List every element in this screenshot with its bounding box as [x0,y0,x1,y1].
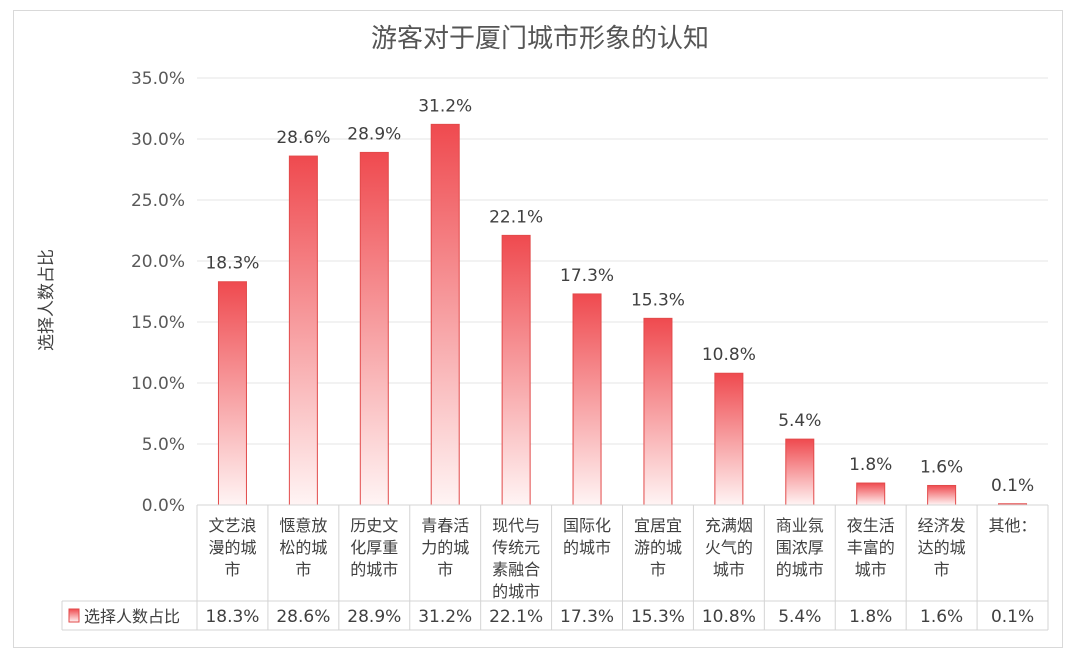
bars [217,123,1028,506]
table-value: 28.9% [347,607,401,627]
table-value: 10.8% [702,607,756,627]
bar [288,155,318,506]
category-label: 宜居宜游的城市 [634,516,682,579]
data-labels: 18.3% 28.6% 28.9% 31.2% 22.1% 17.3% 15.3% 10.8%… [205,96,1034,495]
data-label: 28.9% [347,124,401,144]
y-tick-label: 15.0% [131,313,185,333]
table-value: 1.6% [920,607,963,627]
data-label: 1.8% [849,455,892,475]
bar [643,317,673,506]
data-label: 5.4% [778,411,821,431]
category-label: 惬意放松的城市 [279,516,327,579]
table-value: 0.1% [991,607,1034,627]
data-label: 15.3% [631,290,685,310]
y-tick-label: 30.0% [131,130,185,150]
data-table: 文艺浪漫的城市 18.3% 惬意放松的城市 28.6% 历史文化厚重的城市 28.9% 青春… [61,504,1049,631]
y-tick-label: 25.0% [131,191,185,211]
y-tick-label: 35.0% [131,69,185,89]
category-label: 其他： [989,516,1037,535]
category-label: 历史文化厚重的城市 [350,516,398,579]
data-label: 10.8% [702,345,756,365]
legend-series-name: 选择人数占比 [84,607,180,626]
category-label: 夜生活丰富的城市 [847,516,895,579]
data-label: 28.6% [276,128,330,148]
chart-title: 游客对于厦门城市形象的认知 [371,24,709,54]
legend-swatch [68,608,80,623]
category-label: 经济发达的城市 [918,516,966,579]
table-value: 22.1% [489,607,543,627]
category-label: 青春活力的城市 [421,516,469,579]
y-tick-label: 5.0% [142,435,185,455]
bar [785,438,815,506]
bar [856,482,886,506]
data-label: 22.1% [489,207,543,227]
category-label: 商业氛围浓厚的城市 [776,516,824,579]
bar [359,151,389,506]
y-tick-label: 0.0% [142,496,185,516]
data-label: 17.3% [560,266,614,286]
bar [927,484,957,506]
table-value: 17.3% [560,607,614,627]
y-tick-label: 20.0% [131,252,185,272]
data-label: 31.2% [418,96,472,116]
category-label: 现代与传统元素融合的城市 [492,516,540,601]
y-tick-label: 10.0% [131,374,185,394]
table-value: 31.2% [418,607,472,627]
bar [714,372,744,506]
bar [501,234,531,506]
data-label: 0.1% [991,476,1034,496]
table-value: 28.6% [276,607,330,627]
y-axis-label: 选择人数占比 [37,249,57,351]
data-label: 18.3% [205,254,259,274]
table-value: 5.4% [778,607,821,627]
category-label: 国际化的城市 [563,516,611,557]
chart-frame [13,10,1063,648]
table-value: 15.3% [631,607,685,627]
data-label: 1.6% [920,457,963,477]
bar [217,281,247,506]
table-value: 1.8% [849,607,892,627]
table-value: 18.3% [205,607,259,627]
category-label: 文艺浪漫的城市 [208,516,256,579]
y-tick-labels: 0.0% 5.0% 10.0% 15.0% 20.0% 25.0% 30.0% 35.0% [131,69,185,516]
bar [430,123,460,506]
bar [572,293,602,506]
category-label: 充满烟火气的城市 [705,516,753,579]
